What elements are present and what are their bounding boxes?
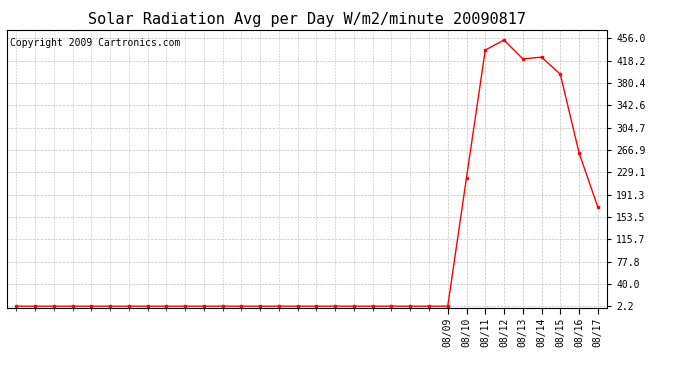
Text: Copyright 2009 Cartronics.com: Copyright 2009 Cartronics.com [10, 38, 180, 48]
Title: Solar Radiation Avg per Day W/m2/minute 20090817: Solar Radiation Avg per Day W/m2/minute … [88, 12, 526, 27]
